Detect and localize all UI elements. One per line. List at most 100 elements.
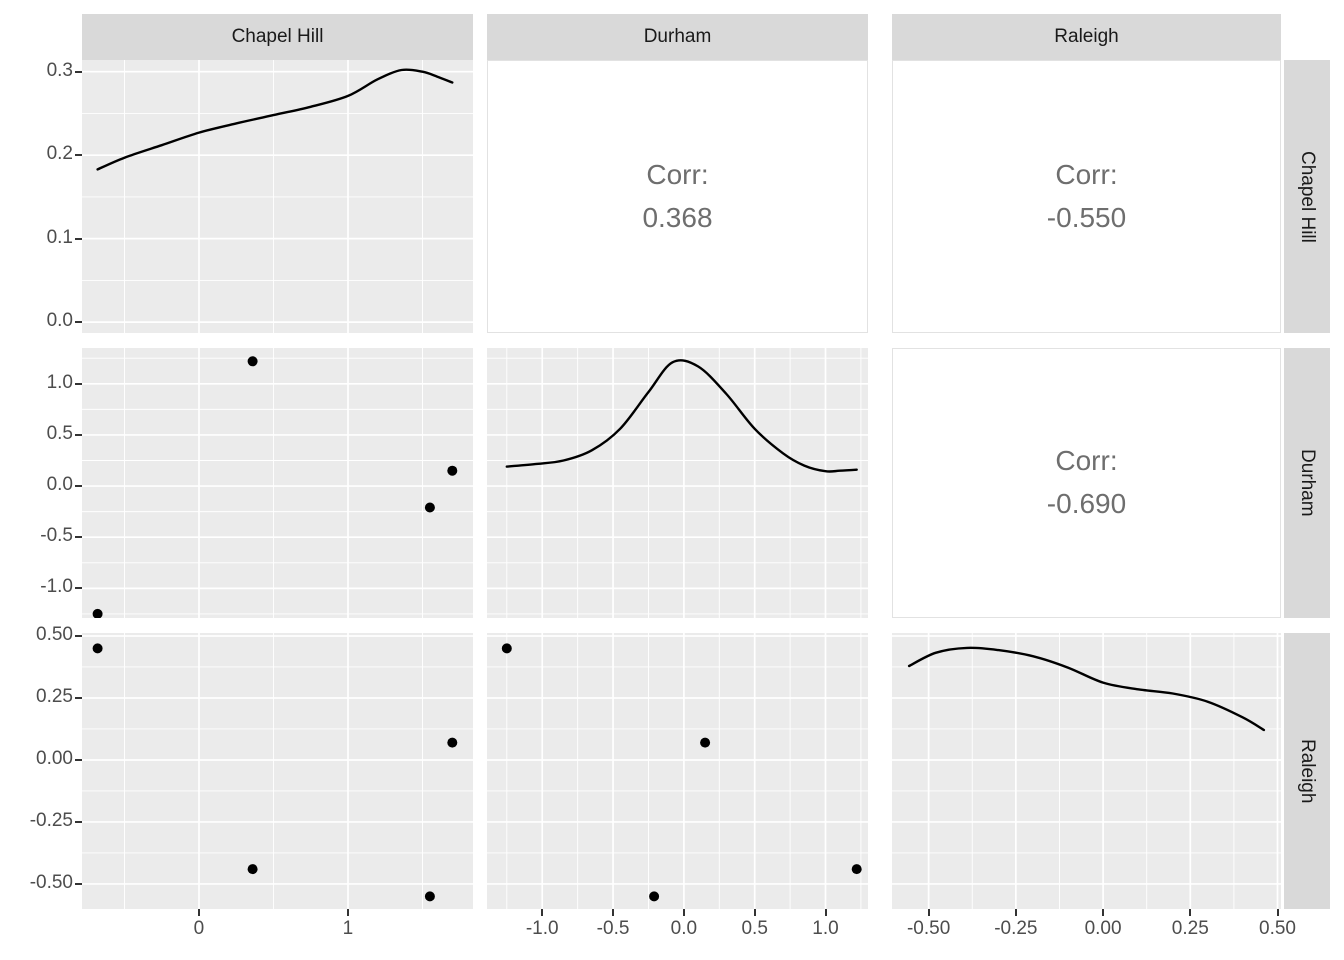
strip-top-raleigh: Raleigh bbox=[892, 14, 1281, 60]
y-tick-mark bbox=[75, 634, 82, 637]
strip-top-raleigh-label: Raleigh bbox=[1054, 26, 1119, 47]
y-tick-label: 0.1 bbox=[46, 226, 73, 248]
y-tick-label: 0.0 bbox=[46, 474, 73, 496]
x-tick-mark bbox=[1276, 909, 1279, 916]
x-tick-mark bbox=[346, 909, 349, 916]
y-tick-label: 0.50 bbox=[36, 623, 73, 645]
y-tick-label: 0.00 bbox=[36, 747, 73, 769]
corr-value-chapel-hill-raleigh: -0.550 bbox=[1046, 201, 1127, 233]
y-tick-label: 0.3 bbox=[46, 59, 73, 81]
y-tick-mark bbox=[75, 587, 82, 590]
y-tick-mark bbox=[75, 882, 82, 885]
x-tick-label: 0.50 bbox=[1259, 918, 1296, 939]
scatter-plot bbox=[82, 633, 473, 909]
data-point bbox=[649, 891, 660, 902]
y-tick-label: 0.25 bbox=[36, 685, 73, 707]
x-tick-mark bbox=[612, 909, 615, 916]
x-tick-label: 0.25 bbox=[1171, 918, 1209, 939]
corr-label: Corr: bbox=[1055, 158, 1118, 190]
x-tick-label: -1.0 bbox=[525, 918, 559, 939]
data-point bbox=[700, 737, 711, 748]
x-tick-mark bbox=[753, 909, 756, 916]
corr-value-chapel-hill-durham: 0.368 bbox=[642, 201, 713, 233]
x-tick-mark bbox=[541, 909, 544, 916]
y-tick-label: -0.5 bbox=[40, 525, 73, 547]
scatter-panel-durham-raleigh bbox=[487, 633, 868, 909]
strip-right-chapel-hill: Chapel Hill bbox=[1284, 60, 1330, 333]
corr-panel-chapel-hill-durham: Corr: 0.368 bbox=[487, 60, 868, 333]
corr-label: Corr: bbox=[1055, 445, 1118, 477]
density-plot bbox=[487, 348, 868, 618]
corr-panel-durham-raleigh: Corr: -0.690 bbox=[892, 348, 1281, 618]
y-tick-label: 1.0 bbox=[46, 371, 73, 393]
x-tick-mark bbox=[1189, 909, 1192, 916]
density-curve bbox=[505, 359, 858, 473]
data-point bbox=[424, 891, 435, 902]
data-point bbox=[447, 737, 458, 748]
density-plot bbox=[892, 633, 1281, 909]
scatter-plot bbox=[487, 633, 868, 909]
corr-value-durham-raleigh: -0.690 bbox=[1046, 488, 1127, 519]
y-tick-label: 0.2 bbox=[46, 143, 73, 165]
density-panel-durham bbox=[487, 348, 868, 618]
y-tick-mark bbox=[75, 536, 82, 539]
data-point bbox=[851, 864, 862, 875]
x-tick-label: -0.25 bbox=[994, 918, 1038, 939]
x-tick-label: 0.5 bbox=[741, 918, 768, 939]
density-curve bbox=[96, 68, 454, 171]
y-tick-label: -1.0 bbox=[40, 576, 73, 598]
data-point bbox=[92, 608, 103, 618]
x-tick-mark bbox=[927, 909, 930, 916]
x-tick-label: 0.00 bbox=[1084, 918, 1122, 939]
y-tick-mark bbox=[75, 237, 82, 240]
y-tick-label: -0.25 bbox=[29, 809, 73, 831]
y-tick-mark bbox=[75, 485, 82, 488]
data-point bbox=[501, 643, 512, 654]
strip-top-durham-label: Durham bbox=[643, 26, 712, 47]
data-point bbox=[92, 643, 103, 654]
x-tick-label: -0.5 bbox=[596, 918, 630, 939]
strip-right-durham-label: Durham bbox=[1297, 449, 1318, 517]
x-tick-label: 1.0 bbox=[812, 918, 839, 939]
y-tick-label: 0.0 bbox=[46, 310, 73, 332]
strip-right-durham: Durham bbox=[1284, 348, 1330, 618]
strip-right-chapel-hill-label: Chapel Hill bbox=[1297, 150, 1318, 243]
scatter-panel-chapel-hill-raleigh bbox=[82, 633, 473, 909]
y-tick-mark bbox=[75, 154, 82, 157]
data-point bbox=[447, 465, 458, 476]
x-tick-label: 0 bbox=[193, 918, 205, 939]
x-tick-label: 1 bbox=[342, 918, 354, 939]
x-tick-mark bbox=[197, 909, 200, 916]
x-tick-mark bbox=[682, 909, 685, 916]
corr-panel-chapel-hill-raleigh: Corr: -0.550 bbox=[892, 60, 1281, 333]
density-plot bbox=[82, 60, 473, 333]
y-tick-mark bbox=[75, 433, 82, 436]
y-tick-label: 0.5 bbox=[46, 422, 73, 444]
data-point bbox=[247, 864, 258, 875]
y-tick-mark bbox=[75, 696, 82, 699]
strip-top-durham: Durham bbox=[487, 14, 868, 60]
y-tick-label: -0.50 bbox=[29, 871, 73, 893]
y-tick-mark bbox=[75, 321, 82, 324]
y-tick-mark bbox=[75, 70, 82, 73]
strip-right-raleigh-label: Raleigh bbox=[1297, 738, 1318, 804]
y-tick-mark bbox=[75, 382, 82, 385]
y-tick-mark bbox=[75, 758, 82, 761]
density-curve bbox=[907, 646, 1266, 732]
density-panel-chapel-hill bbox=[82, 60, 473, 333]
density-panel-raleigh bbox=[892, 633, 1281, 909]
scatter-panel-chapel-hill-durham bbox=[82, 348, 473, 618]
x-tick-label: -0.50 bbox=[906, 918, 951, 939]
x-tick-label: 0.0 bbox=[670, 918, 698, 939]
strip-right-raleigh: Raleigh bbox=[1284, 633, 1330, 909]
data-point bbox=[424, 502, 435, 513]
x-tick-mark bbox=[1102, 909, 1105, 916]
strip-top-chapel-hill: Chapel Hill bbox=[82, 14, 473, 60]
data-point bbox=[247, 356, 258, 367]
x-tick-mark bbox=[1014, 909, 1017, 916]
y-tick-mark bbox=[75, 820, 82, 823]
corr-label: Corr: bbox=[646, 158, 709, 190]
scatter-plot bbox=[82, 348, 473, 618]
x-tick-mark bbox=[824, 909, 827, 916]
